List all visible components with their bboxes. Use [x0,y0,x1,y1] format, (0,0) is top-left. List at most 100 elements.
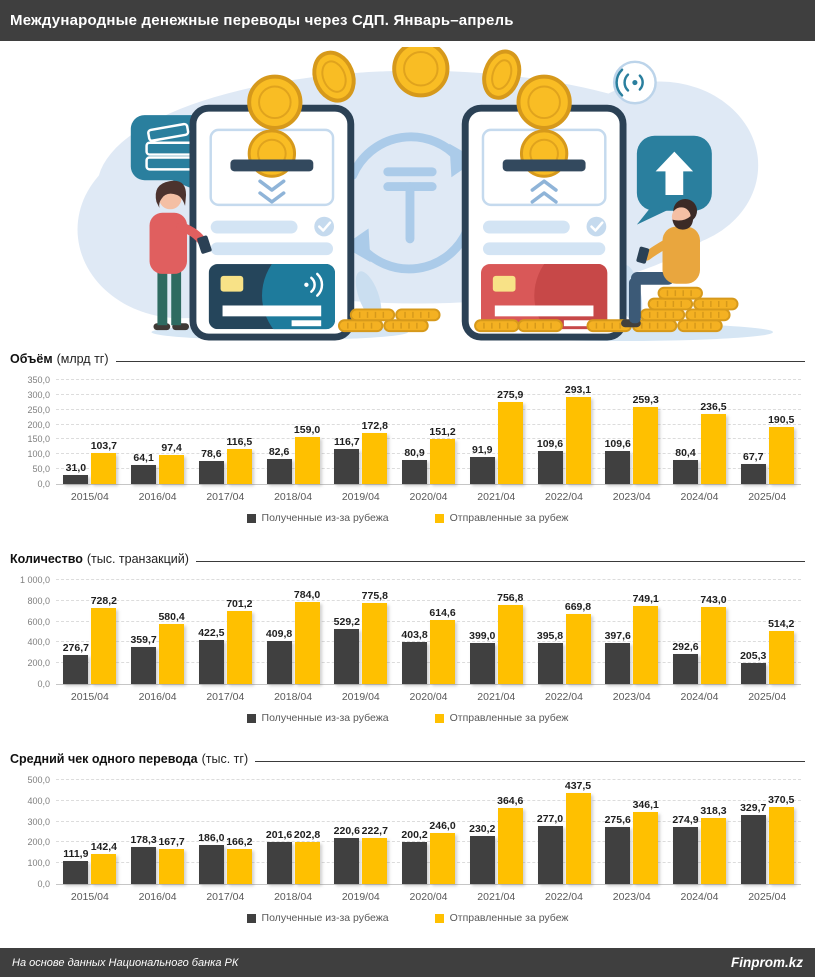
bar-value-label: 220,6 [333,825,360,838]
bar-group-2019/04: 116,7 172,8 [327,380,395,484]
bar-value-label: 743,0 [700,593,727,606]
y-axis-tick: 150,0 [27,434,50,445]
x-tick-label: 2024/04 [680,691,719,703]
bar-value-label: 275,9 [497,389,524,402]
chart-title-count: Количество (тыс. транзакций) [10,552,805,570]
bar-value-label: 437,5 [564,780,592,792]
bar-value-label: 669,8 [564,601,592,614]
legend-swatch [246,713,256,723]
x-axis-labels: 2015/04 2016/04 2017/04 2018/04 2019/04 2020/… [56,491,801,503]
bar-sent: 236,5 [700,401,727,484]
bar-value-label: 103,7 [90,440,117,453]
bar-received: 91,9 [469,444,495,484]
y-axis-tick: 50,0 [32,464,50,475]
bar-groups: 111,9 142,4 178,3 167,7 186,0 166,2 201,6 202,8… [56,780,801,884]
bar-value-label: 116,5 [226,436,253,449]
bar-value-label: 397,6 [604,629,631,642]
x-tick-label: 2025/04 [748,491,787,503]
y-axis-tick: 400,0 [27,637,50,648]
bar-value-label: 142,4 [90,841,117,854]
bar-sent: 318,3 [700,805,727,884]
bar-group-2018/04: 82,6 159,0 [259,380,327,484]
x-tick-label: 2018/04 [274,491,313,503]
send-arrow-bubble-icon [636,135,712,225]
bar-sent: 669,8 [565,601,591,684]
bar-group-2018/04: 409,8 784,0 [259,580,327,684]
bar-sent: 172,8 [362,420,388,484]
bar-value-label: 329,7 [740,802,767,815]
y-axis-tick: 0,0 [37,679,50,689]
y-axis-tick: 300,0 [27,389,50,400]
gridline: 500,0 [27,775,801,785]
bar-value-label: 346,1 [632,799,659,812]
chart-title-volume: Объём (млрд тг) [10,352,805,370]
chevron-up-icon [530,178,558,204]
bar-value-label: 259,3 [632,393,659,406]
gridline: 250,0 [27,405,801,415]
legend-label: Отправленные за рубеж [449,912,569,924]
x-tick-label: 2016/04 [138,691,177,703]
gridline: 400,0 [27,637,801,647]
bar-value-label: 364,6 [497,795,524,808]
bar-sent: 728,2 [91,595,117,684]
bar-value-label: 728,2 [90,595,117,608]
coin-slot [502,158,586,171]
bar-group-2024/04: 274,9 318,3 [666,780,734,884]
bar-value-label: 370,5 [768,793,795,806]
x-axis-labels: 2015/04 2016/04 2017/04 2018/04 2019/04 2020/… [56,691,801,703]
bar-group-2017/04: 186,0 166,2 [191,780,259,884]
bar-received: 64,1 [131,452,157,484]
gridline: 200,0 [27,658,801,668]
coin-slot [229,158,313,171]
bar-group-2023/04: 275,6 346,1 [598,780,666,884]
y-axis-tick: 400,0 [27,795,50,806]
bar-sent: 142,4 [91,841,117,884]
x-tick-label: 2015/04 [70,691,109,703]
bar-value-label: 614,6 [429,607,456,620]
chart-title-text: Средний чек одного перевода [10,752,198,766]
x-tick-label: 2019/04 [341,491,380,503]
x-tick-label: 2020/04 [409,891,448,903]
bar-value-label: 31,0 [65,461,87,474]
bar-received: 403,8 [401,629,428,684]
gridline: 100,0 [27,449,801,459]
gridline: 200,0 [27,837,801,847]
bar-chart-avg-check: 0,0 100,0 200,0 300,0 400,0 500,0 111,9 142,4 17… [10,775,805,924]
bar-group-2024/04: 80,4 236,5 [666,380,734,484]
gridline: 800,0 [27,596,801,606]
header-bar: Международные денежные переводы через СД… [0,0,815,41]
man-figure [620,198,700,327]
source-note: На основе данных Национального банка РК [12,956,239,969]
bar-received: 111,9 [63,848,88,884]
title-rule-line [195,560,805,562]
bar-group-2019/04: 220,6 222,7 [327,780,395,884]
bar-received: 276,7 [63,642,89,684]
brand-logo: Finprom.kz [730,955,803,970]
bar-value-label: 756,8 [497,592,524,605]
legend-label: Полученные из-за рубежа [261,712,389,724]
bar-received: 399,0 [469,630,495,684]
bar-sent: 743,0 [700,594,727,684]
bar-received: 201,6 [266,829,292,884]
legend-item-sent: Отправленные за рубеж [434,712,568,724]
bar-value-label: 784,0 [293,589,321,602]
bar-value-label: 276,7 [62,642,89,655]
bar-value-label: 67,7 [742,450,764,463]
left-phone [188,104,354,341]
charts-area: Объём (млрд тг) 0,0 50,0 100,0 150,0 200,0 250,… [0,348,815,948]
x-tick-label: 2023/04 [612,891,651,903]
legend-item-received: Полученные из-за рубежа [246,712,389,724]
bar-group-2015/04: 111,9 142,4 [56,780,124,884]
y-axis-tick: 0,0 [37,879,50,889]
gridline: 350,0 [27,375,801,385]
plot-area: 0,0 100,0 200,0 300,0 400,0 500,0 111,9 142,4 17… [27,775,801,889]
bar-value-label: 275,6 [604,813,631,826]
bar-received: 178,3 [130,834,157,884]
x-tick-label: 2015/04 [70,891,109,903]
bar-group-2022/04: 109,6 293,1 [530,380,598,484]
bar-value-label: 190,5 [768,414,795,427]
plot-area: 0,0 200,0 400,0 600,0 800,0 1 000,0 276,7 728,2… [20,575,801,689]
footer-bar: На основе данных Национального банка РК … [0,948,815,977]
bar-received: 109,6 [537,438,563,484]
x-tick-label: 2025/04 [748,691,787,703]
